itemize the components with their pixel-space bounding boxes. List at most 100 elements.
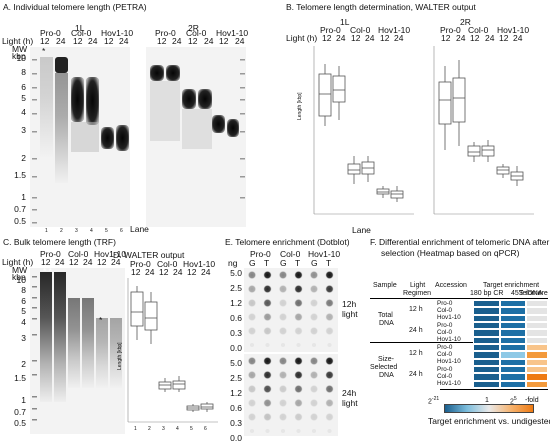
panel-b-light-r-24c: 24	[513, 33, 523, 43]
panel-f-sample-total-1: Total	[378, 312, 393, 319]
panel-b-acc-col0: Col-0	[350, 25, 371, 35]
panel-f-accession-label: Col-0	[437, 372, 453, 380]
panel-f-scale-min: 2-21	[428, 397, 439, 406]
dot-spot	[263, 326, 272, 336]
dot-spot	[325, 312, 334, 322]
panel-e-col-t2: T	[295, 258, 301, 268]
panel-b-light-label: Light (h)	[286, 33, 318, 43]
panel-a-kbp-label: kbp	[12, 51, 26, 61]
panel-e-acc-pro0: Pro-0	[250, 249, 271, 259]
heatmap-cell	[500, 329, 526, 337]
dot-spot	[247, 370, 257, 380]
dot-spot	[309, 284, 319, 294]
dot-spot	[325, 398, 334, 408]
dot-spot	[294, 284, 303, 294]
panel-a-asterisk: *	[42, 46, 46, 56]
panel-b-light-r-24a: 24	[456, 33, 466, 43]
panel-a-acc-col0: Col-0	[71, 28, 92, 38]
heatmap-cell	[526, 322, 548, 330]
panel-a-gel-2r	[146, 47, 246, 227]
dot-spot	[325, 384, 334, 394]
panel-d-lane-1: 1	[134, 426, 137, 432]
panel-a-light-12a: 12	[40, 36, 50, 46]
panel-c-light-24c: 24	[111, 257, 121, 267]
heatmap-cell	[526, 351, 548, 359]
panel-f-accession-label: Hov1-10	[437, 314, 461, 322]
panel-c-kbp-label: kbp	[12, 272, 26, 282]
panel-f-accession-label: Hov1-10	[437, 380, 461, 388]
panel-d-light-24a: 24	[145, 267, 155, 277]
panel-c-tick: 5	[21, 306, 26, 316]
panel-d-acc-hov: Hov1-10	[183, 259, 216, 269]
dot-spot	[247, 312, 257, 322]
panel-f-sample-total-2: DNA	[379, 320, 394, 327]
panel-a-light-24a: 24	[56, 36, 66, 46]
panel-d-light-12a: 12	[131, 267, 141, 277]
dot-spot	[294, 356, 303, 366]
heatmap-cell	[473, 373, 500, 381]
panel-f-accession-label: Col-0	[437, 350, 453, 358]
panel-c-acc-hov: Hov1-10	[94, 249, 127, 259]
panel-e-dotblot	[244, 268, 338, 436]
dot-spot	[263, 398, 272, 408]
panel-a-lane-1: 1	[45, 228, 48, 234]
panel-a-acc-hov: Hov1-10	[101, 28, 134, 38]
panel-b-title: B. Telomere length determination, WALTER…	[286, 2, 476, 12]
panel-a-marker-axis: 10 8 6 5 4 3 2 1.5 1 0.7 0.5	[0, 54, 26, 225]
panel-e-row: 0.3	[230, 328, 242, 338]
panel-f-scale-max-base: 2	[510, 398, 514, 406]
panel-a-acc-pro0-r: Pro-0	[155, 28, 176, 38]
panel-a-acc-hov-r: Hov1-10	[216, 28, 249, 38]
panel-e-block2-label-2: light	[342, 398, 358, 408]
panel-f-regimen-12-a: 12 h	[409, 306, 423, 313]
panel-f-accession-label: Col-0	[437, 306, 453, 314]
panel-f-title-1: F. Differential enrichment of telomeric …	[370, 237, 550, 247]
dot-spot	[325, 356, 334, 366]
panel-f-accession-label: Pro-0	[437, 343, 453, 351]
panel-c-title: C. Bulk telomere length (TRF)	[3, 237, 116, 247]
panel-b-ylabel: Length [kbp]	[297, 92, 303, 120]
dot-spot	[325, 412, 334, 422]
panel-b-light-r-12b: 12	[470, 33, 480, 43]
panel-f-target-0: 180 bp CR	[470, 290, 504, 297]
panel-f-mid-rule	[370, 342, 548, 343]
heatmap-cell	[473, 300, 500, 308]
dot-spot	[247, 298, 257, 308]
panel-b-acc-pro0-r: Pro-0	[440, 25, 461, 35]
panel-f-colorbar	[444, 404, 534, 413]
panel-e-block1-label-2: light	[342, 309, 358, 319]
panel-f-accession-label: Hov1-10	[437, 336, 461, 344]
heatmap-cell	[500, 380, 526, 388]
dot-grid-top	[247, 270, 334, 347]
dot-spot	[294, 370, 303, 380]
panel-a-light-r-12a: 12	[157, 36, 167, 46]
panel-e-acc-hov: Hov1-10	[308, 249, 341, 259]
panel-b-acc-pro0: Pro-0	[320, 25, 341, 35]
panel-b-light-24c: 24	[394, 33, 404, 43]
panel-d-lane-4: 4	[176, 426, 179, 432]
panel-f-scale-max: 25	[510, 397, 517, 406]
panel-b-light-24a: 24	[336, 33, 346, 43]
panel-f-accession-label: Pro-0	[437, 365, 453, 373]
dot-spot	[250, 343, 254, 347]
panel-c-tick: 10	[16, 275, 26, 285]
dot-spot	[278, 298, 288, 308]
dot-spot	[325, 370, 334, 380]
panel-e-row: 0.0	[230, 433, 242, 443]
panel-d-acc-pro0: Pro-0	[130, 259, 151, 269]
heatmap-cell	[473, 314, 500, 322]
dot-spot	[263, 284, 272, 294]
panel-e-col-t1: T	[264, 258, 270, 268]
dot-spot	[294, 384, 303, 394]
heatmap-cell	[500, 322, 526, 330]
panel-e-title: E. Telomere enrichment (Dotblot)	[225, 237, 350, 247]
dot-spot	[263, 412, 272, 422]
panel-c-asterisk: *	[99, 315, 103, 325]
dot-spot	[278, 284, 288, 294]
panel-c-marker-axis: 10 8 6 5 4 3 2 1.5 1 0.7 0.5	[0, 275, 26, 427]
panel-a-title: A. Individual telomere length (PETRA)	[3, 2, 147, 12]
panel-f-col-light-1: Light	[410, 282, 426, 289]
dot-spot	[278, 384, 288, 394]
panel-c-tick: 2	[21, 359, 26, 369]
panel-a-lane-4: 4	[90, 228, 93, 234]
